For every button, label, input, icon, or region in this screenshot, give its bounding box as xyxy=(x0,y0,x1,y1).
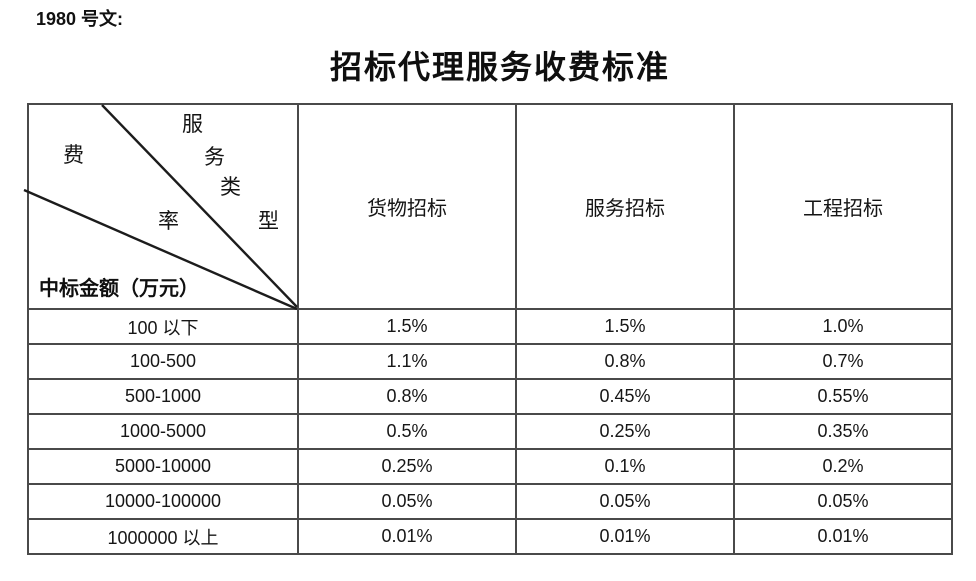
page-title: 招标代理服务收费标准 xyxy=(329,49,670,85)
rate-value-cell: 0.5% xyxy=(297,413,517,450)
header-row: 中标金额（万元） 服务类型 费率 货物招标 服务招标 工程招标 xyxy=(23,103,953,311)
fee-rate-label-char-1: 率 xyxy=(158,209,179,233)
rate-value-cell: 0.8% xyxy=(297,378,517,415)
rate-value-cell: 0.01% xyxy=(515,518,735,555)
rate-value-cell: 0.01% xyxy=(733,518,953,555)
table-row: 500-1000 0.8% 0.45% 0.55% xyxy=(27,378,953,415)
amount-range-cell: 1000000 以上 xyxy=(27,518,299,555)
corner-amount-label: 中标金额（万元） xyxy=(39,278,199,300)
rate-value-cell: 1.1% xyxy=(297,343,517,380)
amount-range-cell: 10000-100000 xyxy=(27,483,299,520)
rate-value-cell: 0.7% xyxy=(733,343,953,380)
column-header-engineering: 工程招标 xyxy=(733,103,953,310)
rate-value-cell: 0.55% xyxy=(733,378,953,415)
diagonal-split-lines xyxy=(23,104,298,311)
rate-value-cell: 1.0% xyxy=(733,308,953,345)
service-type-label-char-3: 型 xyxy=(258,209,279,233)
rate-value-cell: 0.2% xyxy=(733,448,953,485)
rate-value-cell: 0.25% xyxy=(297,448,517,485)
rate-value-cell: 0.05% xyxy=(515,483,735,520)
rate-value-cell: 0.1% xyxy=(515,448,735,485)
amount-range-cell: 500-1000 xyxy=(27,378,299,415)
amount-range-cell: 100-500 xyxy=(27,343,299,380)
service-type-label-char-0: 服 xyxy=(182,112,203,136)
amount-range-cell: 5000-10000 xyxy=(27,448,299,485)
table-row: 100-500 1.1% 0.8% 0.7% xyxy=(27,343,953,380)
table-row: 100 以下 1.5% 1.5% 1.0% xyxy=(27,308,953,345)
amount-range-cell: 1000-5000 xyxy=(27,413,299,450)
service-type-label-char-2: 类 xyxy=(220,175,241,199)
rate-value-cell: 1.5% xyxy=(297,308,517,345)
rate-value-cell: 0.05% xyxy=(733,483,953,520)
rate-value-cell: 1.5% xyxy=(515,308,735,345)
fee-rate-table: 中标金额（万元） 服务类型费率 货物招标 服务招标 工程招标 100 以下 1.5… xyxy=(23,103,953,555)
document-number: 1980 号文: xyxy=(36,9,124,29)
service-type-label-char-1: 务 xyxy=(204,145,225,169)
rate-value-cell: 0.05% xyxy=(297,483,517,520)
rate-value-cell: 0.35% xyxy=(733,413,953,450)
diagonal-header-cell: 中标金额（万元） 服务类型 费率 xyxy=(23,103,299,311)
amount-range-cell: 100 以下 xyxy=(27,308,299,345)
table-row: 1000-5000 0.5% 0.25% 0.35% xyxy=(27,413,953,450)
table-row: 1000000 以上 0.01% 0.01% 0.01% xyxy=(27,518,953,555)
rate-value-cell: 0.25% xyxy=(515,413,735,450)
column-header-goods: 货物招标 xyxy=(297,103,517,310)
fee-rate-label-char-0: 费 xyxy=(63,143,84,167)
table-row: 10000-100000 0.05% 0.05% 0.05% xyxy=(27,483,953,520)
rate-value-cell: 0.01% xyxy=(297,518,517,555)
column-header-services: 服务招标 xyxy=(515,103,735,310)
table-row: 5000-10000 0.25% 0.1% 0.2% xyxy=(27,448,953,485)
rate-value-cell: 0.8% xyxy=(515,343,735,380)
rate-value-cell: 0.45% xyxy=(515,378,735,415)
